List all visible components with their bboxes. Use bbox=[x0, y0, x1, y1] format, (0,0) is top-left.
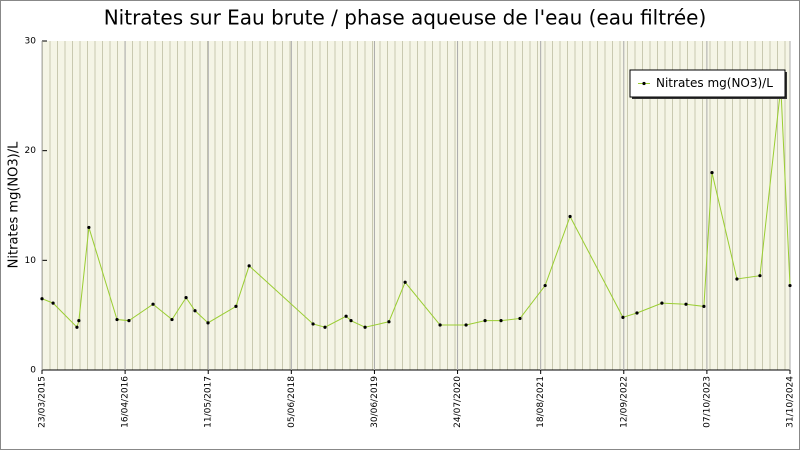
data-point bbox=[323, 325, 327, 329]
data-point bbox=[788, 283, 792, 288]
x-tick-label: 31/10/2024 bbox=[786, 376, 796, 428]
y-tick-label: 10 bbox=[25, 256, 37, 266]
legend-box bbox=[629, 69, 786, 98]
data-point bbox=[621, 315, 625, 319]
data-point bbox=[115, 317, 119, 322]
data-point bbox=[247, 264, 251, 268]
data-point bbox=[193, 309, 197, 313]
data-point bbox=[483, 319, 487, 323]
x-tick-label: 12/09/2022 bbox=[619, 376, 629, 428]
x-tick-label: 07/10/2023 bbox=[702, 376, 712, 428]
legend-marker bbox=[642, 81, 646, 86]
data-point bbox=[702, 304, 706, 308]
y-tick-label: 30 bbox=[25, 37, 37, 47]
x-tick-label: 05/06/2018 bbox=[287, 376, 297, 428]
y-tick-label: 20 bbox=[25, 146, 37, 156]
data-point bbox=[349, 319, 353, 323]
y-axis-label: Nitrates mg(NO3)/L bbox=[7, 141, 22, 268]
data-point bbox=[87, 225, 91, 230]
data-point bbox=[660, 301, 664, 305]
x-tick-label: 23/03/2015 bbox=[38, 376, 48, 428]
data-point bbox=[51, 301, 55, 305]
data-point bbox=[77, 319, 81, 323]
data-point bbox=[311, 322, 315, 326]
data-point bbox=[387, 320, 391, 324]
legend-label: Nitrates mg(NO3)/L bbox=[656, 76, 773, 90]
legend: Nitrates mg(NO3)/L bbox=[629, 69, 787, 99]
series-line bbox=[41, 87, 791, 329]
y-tick-label: 0 bbox=[30, 366, 36, 376]
x-tick-label: 16/04/2016 bbox=[121, 376, 131, 428]
data-point bbox=[127, 319, 131, 323]
x-tick-label: 11/05/2017 bbox=[204, 376, 214, 428]
data-point bbox=[403, 280, 407, 284]
x-tick-label: 24/07/2020 bbox=[453, 376, 463, 428]
data-point bbox=[543, 283, 547, 288]
data-point bbox=[151, 302, 155, 306]
x-tick-label: 30/06/2019 bbox=[370, 376, 380, 428]
chart-title: Nitrates sur Eau brute / phase aqueuse d… bbox=[104, 6, 707, 30]
data-point bbox=[206, 321, 210, 325]
data-point bbox=[464, 323, 468, 327]
data-point bbox=[40, 297, 44, 301]
data-point bbox=[518, 316, 522, 321]
x-tick-label: 18/08/2021 bbox=[536, 376, 546, 428]
data-point bbox=[75, 325, 79, 329]
data-point bbox=[234, 304, 238, 308]
data-point bbox=[635, 311, 639, 315]
data-point bbox=[438, 323, 442, 327]
data-point bbox=[499, 319, 503, 323]
data-point bbox=[170, 317, 174, 322]
data-point bbox=[184, 296, 188, 300]
data-point bbox=[344, 314, 348, 318]
data-point bbox=[710, 171, 714, 175]
data-point bbox=[684, 302, 688, 306]
data-point bbox=[568, 214, 572, 219]
data-point bbox=[758, 274, 762, 278]
data-point bbox=[735, 277, 739, 281]
data-point bbox=[363, 325, 367, 329]
